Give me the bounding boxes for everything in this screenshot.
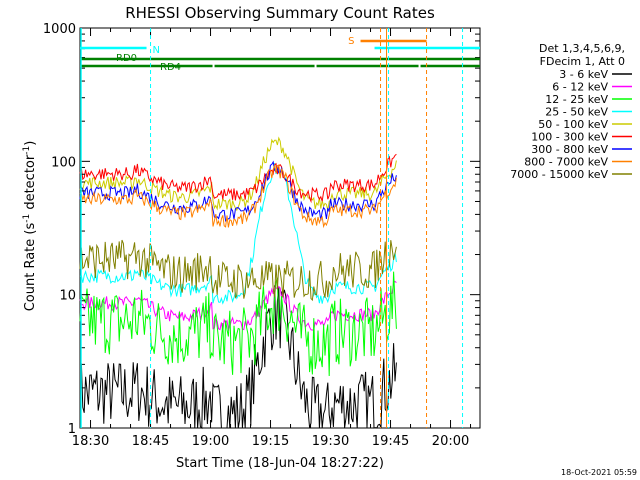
legend: Det 1,3,4,5,6,9, FDecim 1, Att 0 3 - 6 k… [510, 42, 632, 181]
series-line-8 [79, 239, 397, 302]
plot-frame [79, 27, 481, 429]
legend-entry-0: 3 - 6 keV [559, 68, 608, 81]
x-axis-label: Start Time (18-Jun-04 18:27:22) [176, 456, 384, 471]
y-tick-label-0: 1 [68, 422, 76, 437]
legend-header-line-1: Det 1,3,4,5,6,9, [539, 42, 625, 55]
legend-entry-8: 7000 - 15000 keV [510, 168, 608, 181]
y-axis-label-sup1: -1 [22, 214, 32, 223]
x-tick-label-0: 18:30 [72, 434, 109, 449]
flag-label-n: N [153, 45, 160, 56]
legend-entry-6: 300 - 800 keV [531, 143, 608, 156]
x-tick-label-6: 20:00 [432, 434, 469, 449]
series-line-6 [79, 160, 397, 222]
y-axis-label: Count Rate (s-1 detector-1) [22, 141, 38, 312]
x-tick-label-1: 18:45 [132, 434, 169, 449]
legend-entry-2: 12 - 25 keV [545, 93, 608, 106]
y-axis-label-sup2: -1 [22, 146, 32, 155]
y-tick-label-1: 10 [59, 289, 76, 304]
flag-label-rd0: RD0 [116, 53, 137, 64]
chart-title: RHESSI Observing Summary Count Rates [125, 4, 435, 22]
x-tick-label-5: 19:45 [372, 434, 409, 449]
y-tick-label-2: 100 [51, 155, 76, 170]
legend-entry-4: 50 - 100 keV [538, 118, 608, 131]
data-series [79, 136, 397, 430]
y-tick-label-3: 1000 [43, 22, 76, 37]
legend-header-line-2: FDecim 1, Att 0 [540, 55, 625, 68]
legend-entry-3: 25 - 50 keV [545, 106, 608, 119]
flag-bars: N RD0 RD4 S [80, 28, 480, 428]
series-line-1 [79, 280, 397, 332]
legend-entry-5: 100 - 300 keV [531, 131, 608, 144]
y-axis-label-main: Count Rate (s [23, 223, 38, 312]
timestamp: 18-Oct-2021 05:59 [561, 468, 637, 477]
x-tick-label-2: 19:00 [192, 434, 229, 449]
y-axis-label-mid: detector [23, 154, 38, 214]
legend-entry-7: 800 - 7000 keV [524, 156, 608, 169]
series-line-3 [79, 163, 397, 305]
axes: 18:30 18:45 19:00 19:15 19:30 19:45 20:00 1 10 10… [43, 22, 480, 449]
series-line-7 [79, 163, 397, 229]
flag-label-s: S [348, 36, 354, 47]
series-line-0 [79, 285, 397, 430]
legend-entry-1: 6 - 12 keV [552, 81, 608, 94]
flag-label-rd4: RD4 [160, 62, 181, 73]
series-line-5 [79, 153, 397, 204]
x-tick-label-4: 19:30 [312, 434, 349, 449]
x-tick-label-3: 19:15 [252, 434, 289, 449]
y-axis-label-end: ) [23, 141, 38, 146]
series-line-2 [79, 271, 397, 377]
plot-area [79, 27, 481, 429]
